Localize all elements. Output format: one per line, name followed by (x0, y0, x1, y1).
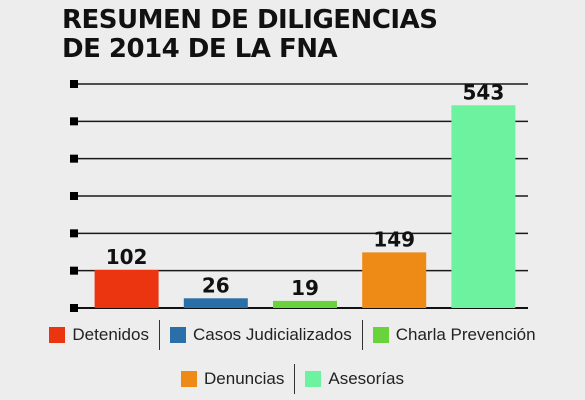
chart-title: RESUMEN DE DILIGENCIAS DE 2014 DE LA FNA (62, 5, 438, 64)
legend-label: Asesorías (328, 369, 404, 388)
bar-casos-judicializados (183, 298, 248, 308)
bar-charla-prevencion (273, 300, 337, 308)
legend-swatch (169, 327, 186, 343)
y-tick-mark (70, 304, 78, 312)
y-tick-mark (70, 80, 78, 88)
legend-label: Charla Prevención (395, 325, 536, 344)
y-tick-mark (70, 229, 78, 238)
legend-row-1: Detenidos Casos Judicializados Charla Prev… (0, 320, 585, 350)
legend-swatch (372, 327, 389, 343)
legend-swatch (49, 327, 66, 343)
legend-swatch (181, 371, 198, 387)
data-label-charla-prevencion: 19 (291, 276, 319, 300)
legend-swatch (305, 371, 322, 387)
legend-label: Denuncias (204, 369, 285, 388)
bar-chart-plot: 102 26 19 149 543 (70, 80, 528, 312)
data-label-detenidos: 102 (106, 245, 148, 269)
y-tick-mark (70, 117, 78, 126)
y-tick-mark (70, 154, 78, 163)
legend-item-charla-prevencion: Charla Prevención (361, 320, 546, 350)
legend-label: Detenidos (72, 325, 149, 344)
legend-item-asesorias: Asesorías (294, 364, 414, 394)
data-label-casos-judicializados: 26 (202, 273, 230, 297)
legend-item-casos-judicializados: Casos Judicializados (158, 320, 362, 350)
bar-detenidos (94, 269, 159, 308)
y-tick-mark (70, 266, 78, 275)
data-label-asesorias: 543 (463, 80, 505, 104)
y-tick-mark (70, 192, 78, 200)
bar-asesorias (451, 105, 516, 308)
data-label-denuncias: 149 (373, 227, 415, 251)
legend-item-denuncias: Denuncias (171, 364, 294, 394)
legend-label: Casos Judicializados (192, 325, 352, 344)
legend-item-detenidos: Detenidos (39, 320, 159, 350)
legend-row-2: Denuncias Asesorías (0, 364, 585, 394)
bar-denuncias (362, 252, 427, 308)
